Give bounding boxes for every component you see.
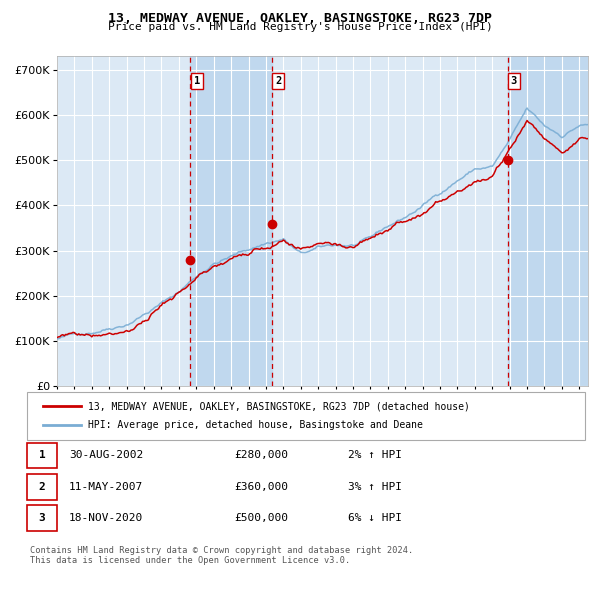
Text: 13, MEDWAY AVENUE, OAKLEY, BASINGSTOKE, RG23 7DP: 13, MEDWAY AVENUE, OAKLEY, BASINGSTOKE, … <box>108 12 492 25</box>
Text: 1: 1 <box>38 451 46 460</box>
Bar <box>508 56 588 386</box>
Text: This data is licensed under the Open Government Licence v3.0.: This data is licensed under the Open Gov… <box>30 556 350 565</box>
Text: 2: 2 <box>38 482 46 491</box>
Bar <box>190 56 272 386</box>
Text: 1: 1 <box>194 76 200 86</box>
Text: £280,000: £280,000 <box>234 451 288 460</box>
Text: 2% ↑ HPI: 2% ↑ HPI <box>348 451 402 460</box>
Text: 2: 2 <box>275 76 281 86</box>
Text: 18-NOV-2020: 18-NOV-2020 <box>69 513 143 523</box>
Text: HPI: Average price, detached house, Basingstoke and Deane: HPI: Average price, detached house, Basi… <box>88 421 423 431</box>
Text: 3: 3 <box>511 76 517 86</box>
Text: £500,000: £500,000 <box>234 513 288 523</box>
Text: Contains HM Land Registry data © Crown copyright and database right 2024.: Contains HM Land Registry data © Crown c… <box>30 546 413 555</box>
Text: 3% ↑ HPI: 3% ↑ HPI <box>348 482 402 491</box>
Text: 6% ↓ HPI: 6% ↓ HPI <box>348 513 402 523</box>
Text: 11-MAY-2007: 11-MAY-2007 <box>69 482 143 491</box>
Text: 13, MEDWAY AVENUE, OAKLEY, BASINGSTOKE, RG23 7DP (detached house): 13, MEDWAY AVENUE, OAKLEY, BASINGSTOKE, … <box>88 401 470 411</box>
Text: £360,000: £360,000 <box>234 482 288 491</box>
Text: 30-AUG-2002: 30-AUG-2002 <box>69 451 143 460</box>
Text: 3: 3 <box>38 513 46 523</box>
Text: Price paid vs. HM Land Registry's House Price Index (HPI): Price paid vs. HM Land Registry's House … <box>107 22 493 32</box>
